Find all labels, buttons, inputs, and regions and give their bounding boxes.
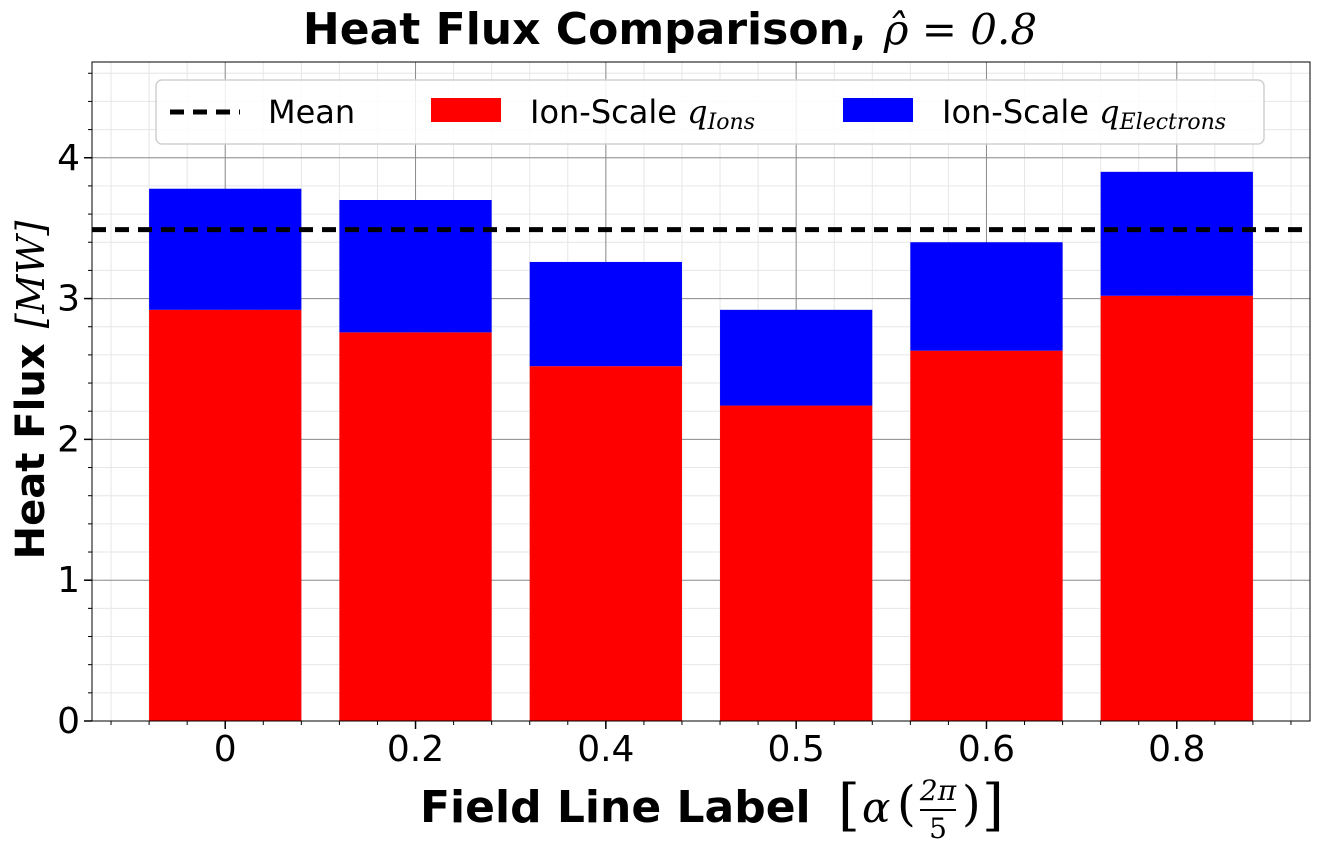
bar-ions-0.5 — [720, 405, 873, 721]
x-label-bracket-left: [ — [838, 773, 860, 838]
y-tick-label: 1 — [57, 560, 80, 601]
legend-electrons-swatch — [843, 98, 913, 122]
bar-electrons-0.6 — [910, 242, 1063, 351]
y-tick-label: 2 — [57, 419, 80, 460]
x-tick-label: 0.4 — [577, 729, 634, 770]
y-axis-label: Heat Flux [MW] — [8, 220, 54, 559]
bar-electrons-0.8 — [1100, 171, 1253, 296]
legend-mean-label: Mean — [268, 93, 355, 131]
plot-frame — [91, 61, 1311, 722]
x-label-paren-left: ( — [897, 776, 916, 832]
legend: Mean Ion-Scale qIons Ion-Scale qElectron… — [155, 79, 1265, 145]
bars-group — [149, 171, 1253, 721]
y-tick-label: 0 — [57, 701, 80, 742]
bar-ions-0.6 — [910, 350, 1063, 721]
x-tick-label: 0.5 — [768, 729, 825, 770]
legend-box — [155, 79, 1265, 145]
y-axis-ticks: 0 1 2 3 4 — [57, 72, 92, 742]
bar-ions-0.8 — [1100, 295, 1253, 721]
x-axis-label-text: Field Line Label — [420, 782, 811, 833]
x-tick-label: 0.6 — [958, 729, 1015, 770]
chart-title: Heat Flux Comparison, ρ̂ = 0.8 — [303, 4, 1037, 55]
x-axis-label: Field Line Label [ α ( 2π 5 ) ] — [420, 773, 1004, 843]
legend-ions-swatch — [431, 98, 501, 122]
x-label-paren-right: ) — [962, 776, 981, 832]
x-tick-label: 0 — [214, 729, 237, 770]
x-label-bracket-right: ] — [982, 773, 1004, 838]
bar-electrons-0.5 — [720, 309, 873, 406]
bar-ions-0.4 — [529, 366, 682, 721]
y-tick-label: 3 — [57, 279, 80, 320]
y-tick-label: 4 — [57, 138, 80, 179]
legend-electrons-label: Ion-Scale qElectrons — [942, 93, 1226, 135]
x-tick-label: 0.2 — [387, 729, 444, 770]
bar-electrons-0.2 — [339, 199, 492, 333]
bar-ions-0 — [149, 309, 302, 721]
x-label-frac-num: 2π — [919, 774, 957, 807]
x-label-alpha: α — [862, 783, 890, 832]
legend-ions-label: Ion-Scale qIons — [530, 93, 755, 135]
x-label-frac-den: 5 — [929, 812, 947, 843]
x-tick-label: 0.8 — [1148, 729, 1205, 770]
x-axis-ticks: 0 0.2 0.4 0.5 0.6 0.8 — [110, 721, 1292, 770]
bar-electrons-0.4 — [529, 261, 682, 367]
bar-electrons-0 — [149, 188, 302, 310]
bar-ions-0.2 — [339, 332, 492, 721]
